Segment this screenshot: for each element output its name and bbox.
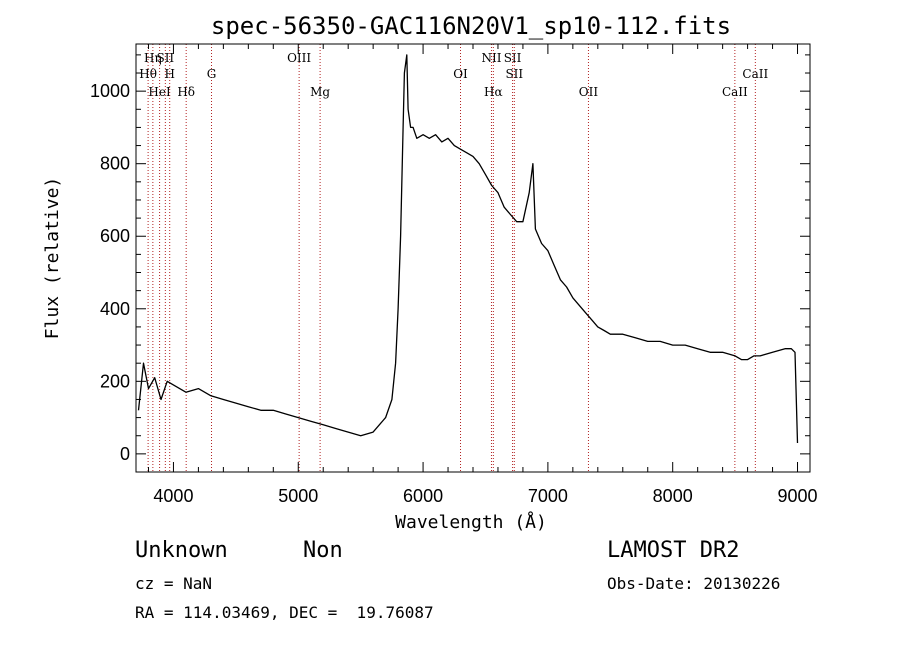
class-label: Unknown	[135, 538, 228, 563]
y-tick-label: 0	[120, 444, 130, 464]
x-tick-label: 4000	[153, 486, 193, 506]
chart-title: spec-56350-GAC116N20V1_sp10-112.fits	[211, 12, 731, 40]
x-tick-label: 8000	[653, 486, 693, 506]
spectral-line-label: SII	[505, 67, 523, 81]
spectral-line-label: CaII	[722, 85, 748, 99]
spectral-line-label: SII	[156, 51, 174, 65]
spectral-line-label: Mg	[310, 85, 330, 99]
plot-frame	[135, 43, 811, 473]
spectral-line-label: HeI	[148, 85, 171, 99]
survey-label: LAMOST DR2	[607, 538, 740, 563]
spectral-line-label: Hδ	[177, 85, 195, 99]
ra-dec: RA = 114.03469, DEC = 19.76087	[135, 603, 434, 622]
spectral-line-label: Hθ	[139, 67, 157, 81]
y-axis-label: Flux (relative)	[42, 177, 63, 340]
spectrum-line	[137, 54, 799, 444]
spectral-line-label: G	[207, 67, 217, 81]
x-tick-label: 7000	[528, 486, 568, 506]
spectral-line-label: SII	[504, 51, 522, 65]
x-tick-label: 5000	[278, 486, 318, 506]
y-tick-label: 400	[100, 299, 130, 319]
y-tick-label: 800	[100, 154, 130, 174]
x-tick-label: 9000	[777, 486, 817, 506]
spectral-line-label: CaII	[742, 67, 768, 81]
spectral-line-label: H	[164, 67, 174, 81]
spectrum-chart: spec-56350-GAC116N20V1_sp10-112.fits HηH…	[42, 12, 818, 533]
spectral-line-label: Hα	[484, 85, 503, 99]
spectral-line-label: NII	[481, 51, 501, 65]
y-tick-label: 1000	[90, 81, 130, 101]
spectral-line-label: OII	[579, 85, 599, 99]
x-axis-label: Wavelength (Å)	[395, 511, 547, 533]
spectral-line-label: OIII	[287, 51, 311, 65]
subclass-label: Non	[303, 538, 343, 563]
spectral-line-label: OI	[453, 67, 468, 81]
y-tick-label: 200	[100, 371, 130, 391]
spectral-line-label: Hη	[144, 51, 162, 65]
cz-value: cz = NaN	[135, 574, 213, 593]
y-tick-label: 600	[100, 226, 130, 246]
obs-date: Obs-Date: 20130226	[607, 574, 781, 593]
x-tick-label: 6000	[403, 486, 443, 506]
